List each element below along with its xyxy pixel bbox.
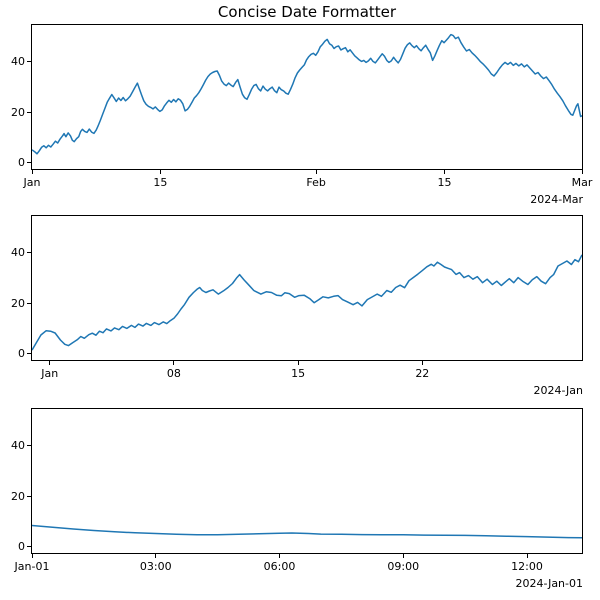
subplot-top-y-tick-1: [27, 111, 31, 113]
subplot-top-x-tick-label-4: Mar: [571, 176, 593, 189]
subplot-top-x-tick-label-1: 15: [153, 176, 168, 189]
subplot-bottom-x-tick-2: [279, 554, 280, 558]
subplot-bottom-x-tick-label-0: Jan-01: [14, 560, 50, 573]
subplot-top-x-tick-4: [581, 170, 583, 174]
subplot-middle-x-tick-label-2: 15: [291, 367, 306, 380]
subplot-bottom-canvas: [32, 524, 582, 539]
subplot-middle-x-tick-label-0: Jan: [41, 367, 59, 380]
subplot-top-x-offset-label: 2024-Mar: [530, 193, 583, 206]
subplot-bottom-x-tick-3: [402, 554, 404, 558]
subplot-middle-x-tick-2: [297, 361, 299, 365]
subplot-top-x-tick-label-2: Feb: [306, 176, 326, 189]
subplot-top-y-tick-label-2: 40: [11, 55, 25, 69]
subplot-middle-y-tick-2: [27, 252, 31, 254]
subplot-bottom-plot-area: [31, 408, 583, 554]
subplot-bottom-x-tick-label-1: 03:00: [139, 560, 172, 573]
subplot-bottom-y-tick-label-1: 20: [11, 489, 25, 503]
subplot-middle-x-tick-3: [421, 361, 423, 365]
subplot-bottom-y-tick-1: [27, 495, 31, 497]
subplot-bottom-y-tick-0: [27, 546, 31, 548]
subplot-top-plot-area: [31, 24, 583, 170]
subplot-top-y-tick-label-1: 20: [11, 105, 25, 119]
subplot-bottom-y-tick-2: [27, 445, 31, 447]
subplot-bottom-x-tick-0: [31, 554, 33, 558]
subplot-middle-y-tick-label-1: 20: [11, 296, 25, 310]
subplot-bottom-x-tick-label-4: 12:00: [511, 560, 543, 573]
subplot-top-x-tick-label-0: Jan: [23, 176, 41, 189]
subplot-bottom-x-tick-label-3: 09:00: [387, 560, 420, 573]
figure-title: Concise Date Formatter: [217, 3, 397, 21]
subplot-bottom-x-tick-label-2: 06:00: [263, 560, 296, 573]
subplot-top-x-tick-label-3: 15: [437, 176, 452, 189]
subplot-bottom-y-tick-label-0: 0: [18, 540, 25, 554]
subplot-top-x-tick-1: [159, 170, 161, 174]
subplot-top-y-tick-2: [27, 61, 31, 63]
subplot-middle-series-line: [32, 254, 582, 351]
subplot-bottom-series-line: [32, 524, 582, 539]
subplot-bottom-x-offset-label: 2024-Jan-01: [515, 577, 584, 590]
subplot-top-x-tick-2: [315, 170, 317, 174]
subplot-middle-y-tick-0: [27, 353, 31, 355]
subplot-middle-y-tick-1: [27, 302, 31, 304]
subplot-middle-x-tick-label-3: 22: [415, 367, 430, 380]
subplot-middle-x-tick-label-1: 08: [166, 367, 181, 380]
subplot-top-series-line: [32, 33, 582, 155]
subplot-middle-x-tick-0: [49, 361, 51, 365]
subplot-bottom-x-tick-1: [155, 554, 157, 558]
subplot-top-y-tick-label-0: 0: [18, 156, 25, 170]
subplot-middle-x-tick-1: [173, 361, 175, 365]
subplot-middle-canvas: [32, 254, 582, 351]
subplot-bottom-x-tick-4: [526, 554, 528, 558]
subplot-top-y-tick-0: [27, 162, 31, 164]
subplot-top-canvas: [32, 33, 582, 155]
subplot-top-x-tick-0: [31, 170, 33, 174]
subplot-middle-plot-area: [31, 215, 583, 361]
subplot-middle-y-tick-label-0: 0: [18, 347, 25, 361]
subplot-top-x-tick-3: [444, 170, 445, 174]
subplot-middle-y-tick-label-2: 40: [11, 246, 25, 260]
subplot-bottom-y-tick-label-2: 40: [11, 439, 25, 453]
subplot-middle-x-offset-label: 2024-Jan: [533, 384, 583, 397]
